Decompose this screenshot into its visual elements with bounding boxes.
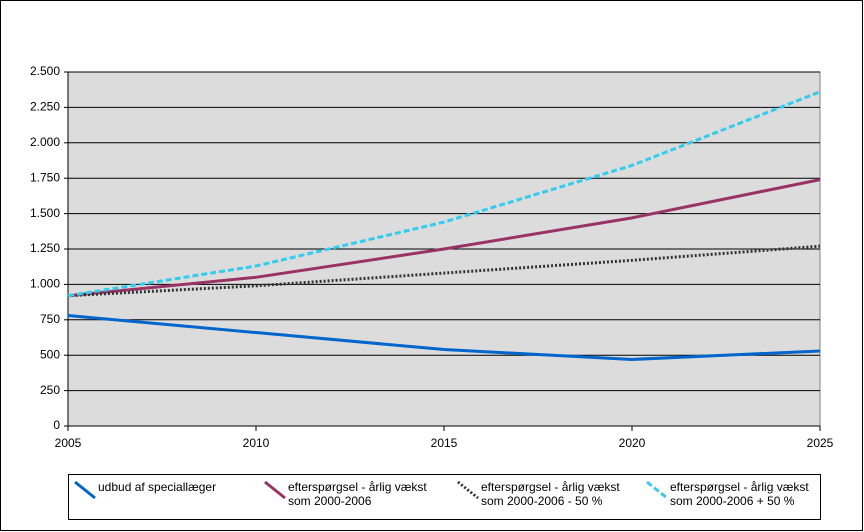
legend-label: efterspørgsel - årlig vækst som 2000-200… xyxy=(481,480,620,508)
legend-swatch xyxy=(74,480,96,500)
y-tick-label: 1.000 xyxy=(30,277,60,291)
y-tick-label: 2.250 xyxy=(30,100,60,114)
x-tick-label: 2025 xyxy=(807,436,834,450)
y-tick-label: 500 xyxy=(40,347,60,361)
series-line xyxy=(67,314,821,361)
legend-label: efterspørgsel - årlig vækst som 2000-200… xyxy=(288,480,427,508)
x-tick-label: 2005 xyxy=(55,436,82,450)
y-tick-label: 250 xyxy=(40,383,60,397)
series-line xyxy=(67,178,821,298)
series-line xyxy=(67,244,821,298)
y-tick-label: 1.500 xyxy=(30,206,60,220)
x-tick-label: 2015 xyxy=(431,436,458,450)
y-tick-label: 1.750 xyxy=(30,170,60,184)
x-tick-label: 2010 xyxy=(243,436,270,450)
series-line xyxy=(67,90,821,298)
legend-swatch xyxy=(457,480,479,500)
y-tick-label: 750 xyxy=(40,312,60,326)
y-tick-label: 1.250 xyxy=(30,241,60,255)
y-tick-label: 2.000 xyxy=(30,135,60,149)
legend-label: efterspørgsel - årlig vækst som 2000-200… xyxy=(670,480,809,508)
legend-box xyxy=(68,474,821,520)
legend-label: udbud af speciallæger xyxy=(98,480,217,494)
y-tick-label: 0 xyxy=(53,418,60,432)
legend-swatch xyxy=(264,480,286,500)
x-tick-label: 2020 xyxy=(619,436,646,450)
y-tick-label: 2.500 xyxy=(30,64,60,78)
legend-swatch xyxy=(646,480,668,500)
